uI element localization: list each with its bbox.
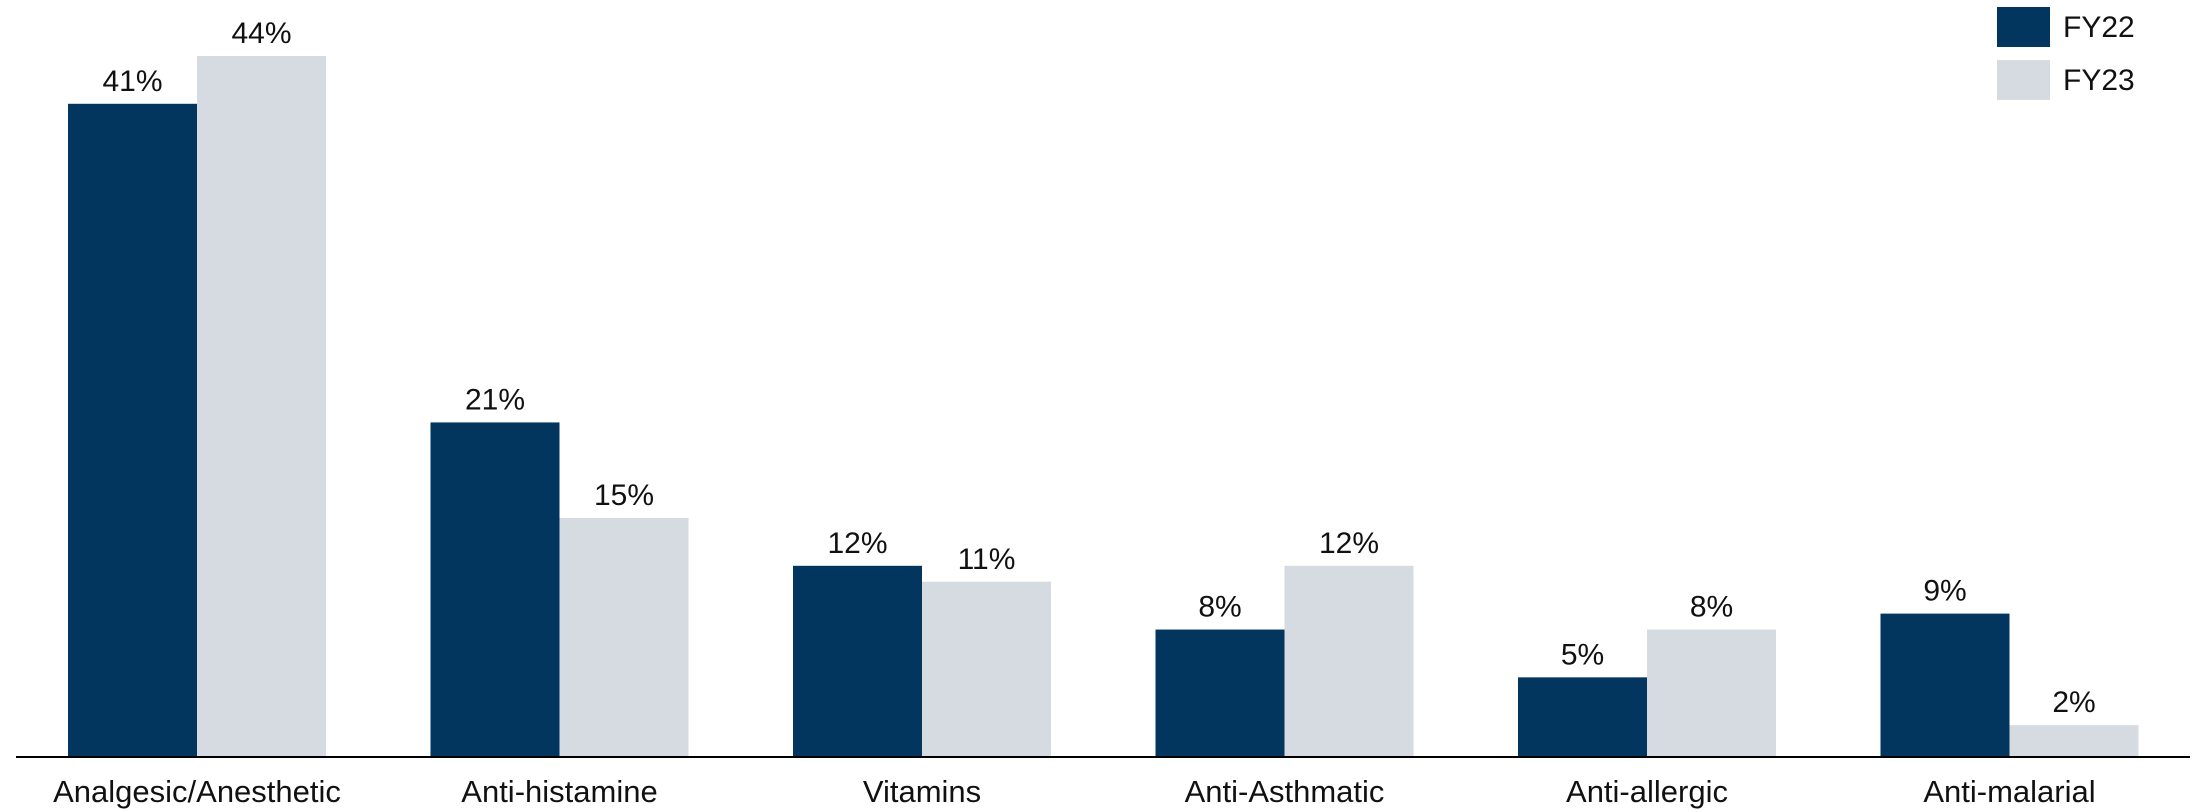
- category-label-0: Analgesic/Anesthetic: [53, 774, 341, 809]
- bar-fy22-1: [430, 422, 560, 757]
- legend-swatch-fy23: [1997, 60, 2050, 100]
- bar-fy22-0: [68, 103, 197, 757]
- bar-fy23-2: [922, 581, 1051, 757]
- data-label-fy23-1: 15%: [594, 479, 654, 512]
- bars-layer: [68, 56, 2139, 757]
- value-labels-layer: 41% 44% 21% 15% 12% 11% 8% 12% 5% 8% 9% 2%: [102, 17, 2095, 719]
- category-label-5: Anti-malarial: [1923, 774, 2095, 809]
- category-label-3: Anti-Asthmatic: [1185, 774, 1385, 809]
- legend-label-fy23: FY23: [2063, 64, 2135, 97]
- legend-swatch-fy22: [1997, 7, 2050, 47]
- data-label-fy23-0: 44%: [231, 17, 291, 50]
- data-label-fy22-4: 5%: [1561, 638, 1604, 671]
- bar-fy22-5: [1880, 613, 2010, 757]
- bar-fy23-4: [1647, 629, 1776, 757]
- data-label-fy23-2: 11%: [958, 543, 1016, 576]
- bar-fy23-5: [2009, 725, 2139, 757]
- category-label-4: Anti-allergic: [1566, 774, 1728, 809]
- bar-fy23-1: [559, 518, 689, 757]
- legend-label-fy22: FY22: [2063, 11, 2135, 44]
- data-label-fy22-3: 8%: [1198, 591, 1241, 624]
- data-label-fy22-1: 21%: [465, 383, 525, 416]
- bar-fy23-3: [1284, 565, 1414, 757]
- legend: FY22 FY23: [1997, 7, 2135, 100]
- data-label-fy22-5: 9%: [1923, 575, 1966, 608]
- category-label-2: Vitamins: [863, 774, 981, 809]
- category-label-1: Anti-histamine: [461, 774, 657, 809]
- category-labels-layer: Analgesic/Anesthetic Anti-histamine Vitami…: [53, 774, 2096, 809]
- data-label-fy23-3: 12%: [1319, 527, 1379, 560]
- data-label-fy23-4: 8%: [1690, 591, 1733, 624]
- data-label-fy23-5: 2%: [2052, 686, 2095, 719]
- bar-fy22-3: [1155, 629, 1285, 757]
- data-label-fy22-2: 12%: [827, 527, 887, 560]
- bar-fy22-4: [1518, 677, 1647, 757]
- bar-fy22-2: [793, 565, 922, 757]
- data-label-fy22-0: 41%: [102, 65, 162, 98]
- bar-fy23-0: [197, 56, 326, 757]
